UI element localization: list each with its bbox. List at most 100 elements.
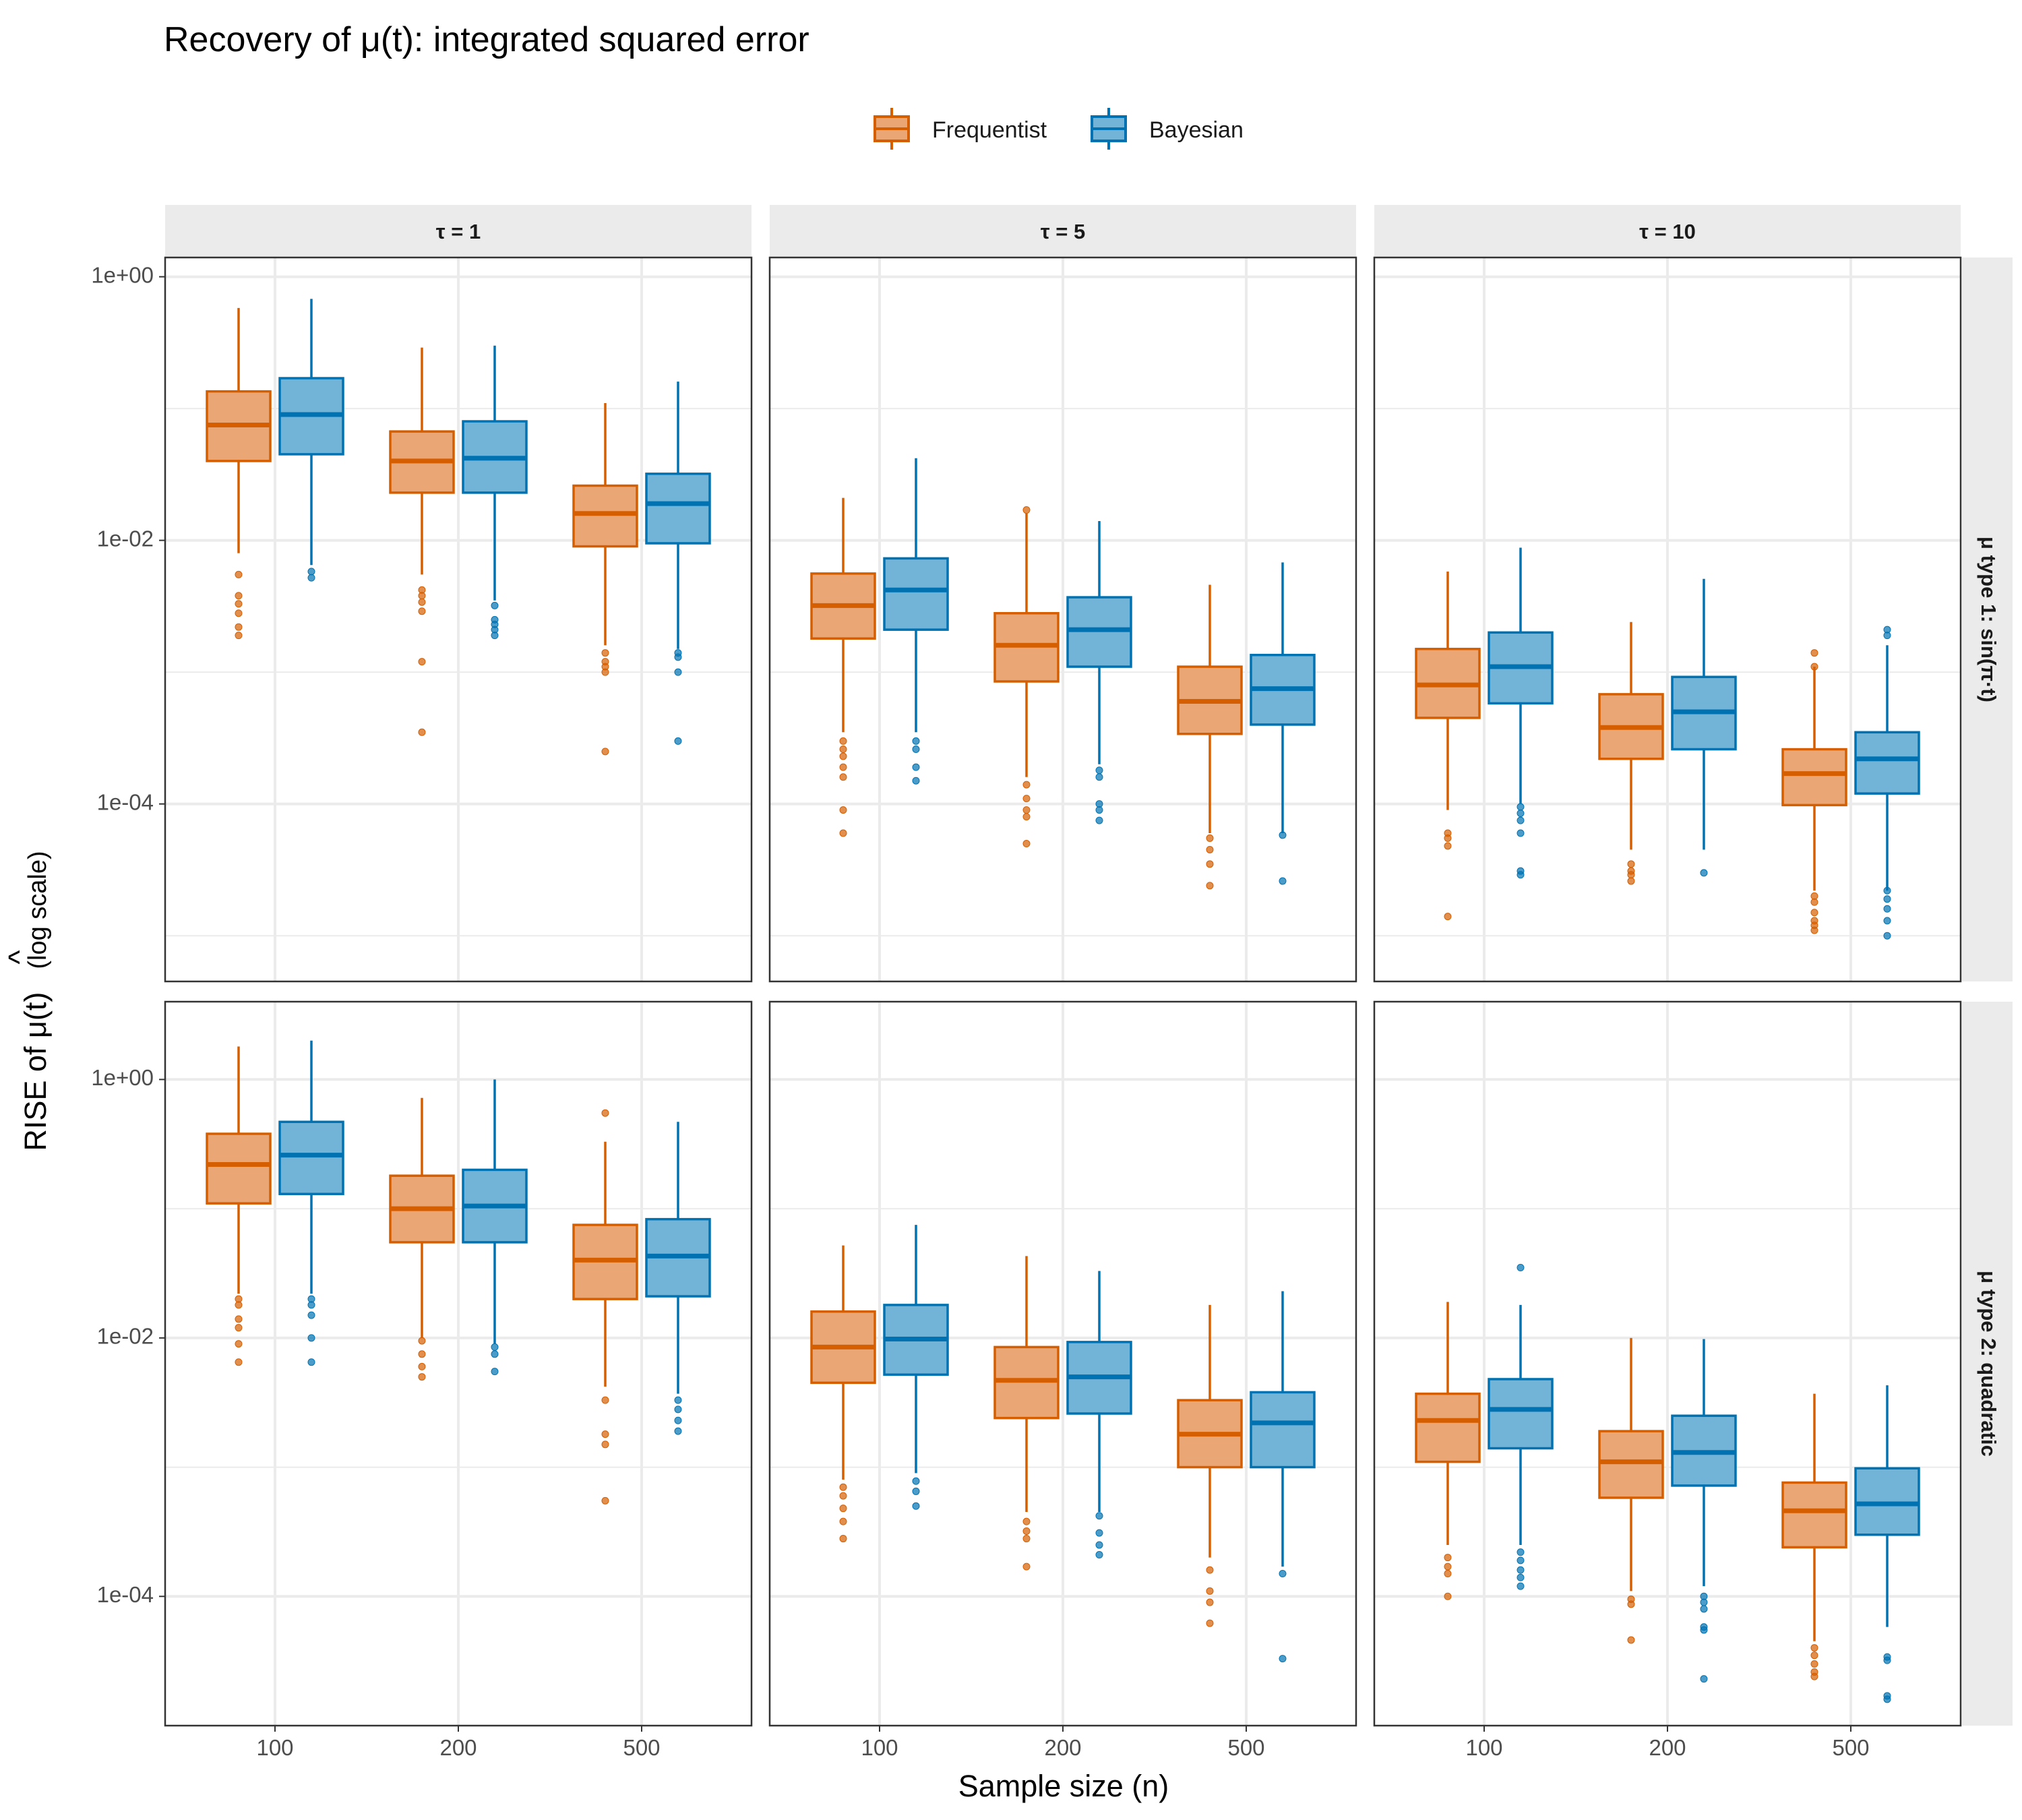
outlier-point — [1810, 926, 1818, 934]
outlier-point — [1022, 840, 1031, 848]
outlier-point — [1883, 632, 1891, 640]
y-axis-title-hat: ^ — [2, 950, 36, 964]
outlier-point — [1883, 917, 1891, 925]
outlier-point — [1516, 1548, 1525, 1556]
outlier-point — [235, 570, 243, 578]
outlier-point — [1810, 1644, 1818, 1652]
panel — [768, 256, 1357, 983]
box-bayesian-n100 — [883, 1225, 949, 1510]
outlier-point — [1516, 803, 1525, 811]
x-tick-label: 200 — [1044, 1735, 1081, 1760]
outlier-point — [1516, 816, 1525, 824]
x-tick-label: 500 — [1227, 1735, 1264, 1760]
outlier-point — [1883, 905, 1891, 913]
outlier-point — [418, 598, 426, 606]
box-bayesian-n500 — [1854, 1385, 1920, 1703]
outlier-point — [1279, 1570, 1287, 1578]
outlier-point — [839, 1492, 847, 1500]
box-frequentist-n200 — [993, 506, 1060, 848]
outlier-point — [1095, 1529, 1103, 1537]
box-bayesian-n100 — [883, 458, 949, 785]
outlier-point — [1810, 898, 1818, 906]
outlier-point — [1022, 781, 1031, 789]
panel — [768, 1000, 1357, 1727]
box-bayesian-n500 — [1250, 562, 1316, 885]
outlier-point — [307, 1301, 315, 1309]
col-strip-bg — [770, 205, 1356, 257]
outlier-point — [1095, 766, 1103, 775]
outlier-point — [1627, 877, 1635, 885]
outlier-point — [1279, 1655, 1287, 1663]
col-strip-label: τ = 5 — [1041, 220, 1085, 243]
box-frequentist-n500 — [1177, 584, 1243, 890]
outlier-point — [235, 600, 243, 608]
outlier-point — [912, 777, 920, 785]
outlier-point — [674, 1416, 682, 1424]
outlier-point — [839, 1517, 847, 1525]
outlier-point — [1022, 506, 1031, 514]
box-iqr — [1488, 1378, 1554, 1450]
x-tick-label: 200 — [1649, 1735, 1686, 1760]
outlier-point — [1444, 1554, 1452, 1562]
outlier-point — [1444, 842, 1452, 850]
outlier-point — [1444, 1570, 1452, 1578]
outlier-point — [307, 568, 315, 576]
row-strip-bg — [1962, 1002, 2013, 1726]
outlier-point — [307, 1334, 315, 1342]
outlier-point — [1883, 895, 1891, 903]
outlier-point — [235, 632, 243, 640]
col-strip: τ = 5 — [770, 205, 1356, 257]
box-iqr — [1781, 1481, 1847, 1549]
box-bayesian-n100 — [1488, 1264, 1554, 1590]
box-bayesian-n200 — [1066, 1271, 1132, 1559]
outlier-point — [839, 1505, 847, 1513]
box-frequentist-n200 — [389, 1097, 455, 1381]
outlier-point — [1627, 1600, 1635, 1608]
box-frequentist-n200 — [1598, 621, 1664, 885]
outlier-point — [491, 632, 499, 640]
outlier-point — [1516, 1582, 1525, 1590]
outlier-point — [674, 668, 682, 676]
col-strip: τ = 10 — [1374, 205, 1961, 257]
outlier-point — [1206, 1619, 1214, 1627]
outlier-point — [1516, 871, 1525, 879]
box-iqr — [206, 1132, 272, 1205]
y-tick-label: 1e-02 — [97, 526, 154, 551]
outlier-point — [1095, 1551, 1103, 1559]
outlier-point — [1279, 831, 1287, 839]
panel — [1373, 1000, 1962, 1727]
outlier-point — [1516, 1556, 1525, 1565]
outlier-point — [674, 653, 682, 661]
outlier-point — [1810, 1660, 1818, 1668]
outlier-point — [601, 748, 609, 756]
outlier-point — [235, 609, 243, 617]
outlier-point — [839, 763, 847, 771]
outlier-point — [1022, 806, 1031, 814]
box-frequentist-n100 — [810, 497, 876, 837]
outlier-point — [1627, 871, 1635, 879]
outlier-point — [839, 806, 847, 814]
outlier-point — [1516, 1573, 1525, 1581]
outlier-point — [1444, 1563, 1452, 1571]
outlier-point — [1810, 909, 1818, 917]
outlier-point — [1095, 1541, 1103, 1549]
outlier-point — [1444, 1592, 1452, 1600]
outlier-point — [1022, 1517, 1031, 1525]
outlier-point — [1810, 1672, 1818, 1680]
x-tick-label: 500 — [623, 1735, 660, 1760]
outlier-point — [235, 1324, 243, 1332]
y-axis-title-main: RISE of — [18, 1038, 53, 1151]
legend: Frequentist Bayesian — [874, 108, 1244, 150]
outlier-point — [491, 1343, 499, 1351]
x-tick-label: 500 — [1832, 1735, 1869, 1760]
box-iqr — [1250, 1391, 1316, 1469]
outlier-point — [491, 1350, 499, 1358]
outlier-point — [235, 592, 243, 600]
col-strip-bg — [165, 205, 752, 257]
panel — [1373, 256, 1962, 983]
outlier-point — [601, 1109, 609, 1117]
outlier-point — [1206, 1598, 1214, 1606]
box-frequentist-n500 — [572, 1109, 638, 1505]
x-axis-title: Sample size (n) — [958, 1769, 1169, 1803]
